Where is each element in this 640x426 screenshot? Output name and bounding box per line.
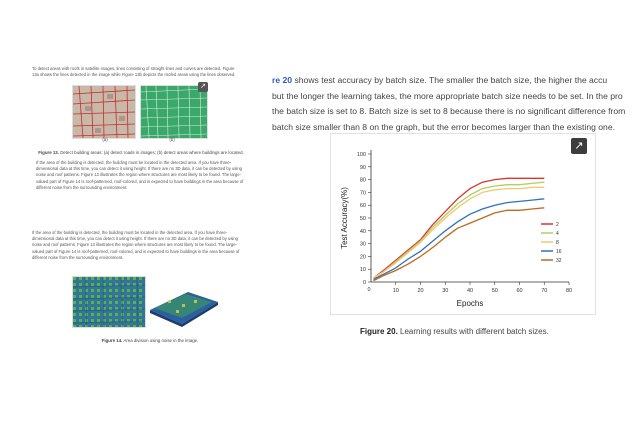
figure-20-caption-label: Figure 20. [360,327,398,336]
paragraph-line: different noise from the surrounding env… [36,184,128,190]
paragraph-line: noise and roof patterns. Figure 13 illus… [32,242,237,248]
y-tick-label: 10 [360,267,366,273]
article-line-text: batch size smaller than 8 on the graph, … [272,121,615,132]
y-tick-label: 30 [360,242,366,248]
figure-20-chart: 0 10 20 30 40 50 60 70 80 90 100 0 10 20 30 40 50 60 70 80 E… [340,150,572,308]
x-tick-label: 70 [541,288,547,294]
x-tick-label: 40 [467,288,473,294]
figure-13a-graphic [73,86,135,138]
y-tick-label: 40 [360,229,366,235]
external-link-button[interactable]: ↗ [198,82,208,92]
figure-13b-graphic [141,86,207,138]
intro-line: 13a shows the lines detected in the imag… [32,72,236,78]
figure-13-caption: Figure 13. Detect building areas: (a) de… [30,150,252,155]
figure-14b-image [148,280,220,328]
figure-14-caption: Figure 14. Area division using noise in … [60,338,240,343]
paragraph-line: valued part of Figure 14 is roof-pattern… [36,178,244,184]
paragraph-2: If the area of the building is detected,… [32,230,254,261]
x-tick-label: 60 [516,288,522,294]
figure-14-caption-label: Figure 14. [101,338,123,343]
external-link-icon: ↗ [574,140,584,152]
paragraph-line: dimensional data at this time, you can d… [32,236,239,242]
article-line: the batch size is set to 8. Batch size i… [272,104,640,120]
paragraph-line: dimensional data at this time, you can d… [36,166,243,172]
series-line-32 [373,207,545,282]
paragraph-line: noise and roof patterns. Figure 13 illus… [36,172,241,178]
article-line-text: shows test accuracy by batch size. The s… [292,75,608,85]
y-tick-label: 60 [360,203,366,209]
figure-20-link[interactable]: re 20 [272,75,293,85]
x-tick-label: 10 [393,288,399,294]
x-tick-label: 80 [566,288,572,294]
x-axis-label: Epochs [457,299,484,308]
figure-14b-graphic [150,292,218,327]
y-tick-label: 100 [357,152,366,158]
y-axis-label: Test Accuracy(%) [340,187,349,249]
article-paragraph: re 20 shows test accuracy by batch size.… [272,73,640,135]
article-line-text: the batch size is set to 8. Batch size i… [272,106,626,117]
figure-20-caption-text: Learning results with different batch si… [397,327,549,336]
figure-20-caption: Figure 20. Learning results with differe… [360,327,600,336]
figure-13-caption-text: Detect building areas: (a) detect roads … [60,150,244,155]
series-line-8 [373,186,545,279]
series-line-2 [373,177,545,279]
figure-13a-sublabel: (a) [102,137,108,142]
paragraph-line: If the area of the building is detected,… [32,230,228,235]
y-tick-label: 90 [360,165,366,171]
legend-label-32: 32 [556,258,562,264]
legend-label-8: 8 [556,240,559,246]
y-tick-label: 50 [360,216,366,222]
x-tick-label: 30 [442,288,448,294]
y-tick-label: 70 [360,190,366,196]
figure-14a-graphic [73,277,145,327]
figure-14-caption-text: Area division using noise in the image. [123,338,199,343]
legend-label-2: 2 [556,222,559,228]
article-line: but the longer the learning takes, the m… [272,89,640,105]
y-tick-label: 80 [360,178,366,184]
figure-20-container: ↗ 0 10 20 30 40 50 60 70 80 90 100 0 10 20 30 40 50 60 70 8… [330,133,596,315]
article-line: re 20 shows test accuracy by batch size.… [272,73,640,89]
figure-13a-image [72,85,136,139]
y-tick-label: 0 [363,280,366,286]
article-line: batch size smaller than 8 on the graph, … [272,120,640,136]
figure-13b-image [140,85,208,139]
legend-label-16: 16 [556,249,562,255]
external-link-icon: ↗ [200,83,206,90]
y-tick-label: 20 [360,254,366,260]
figure-20-expand-button[interactable]: ↗ [571,138,587,154]
intro-paragraph: To detect areas with roofs in satellite … [32,66,247,78]
paragraph-1: If the area of the building is detected,… [36,160,258,191]
figure-13-caption-label: Figure 13. [38,150,59,155]
series-line-4 [373,181,545,279]
intro-line: To detect areas with roofs in satellite … [32,66,235,71]
paragraph-line: If the area of the building is detected,… [36,160,232,165]
legend-label-4: 4 [556,231,559,237]
paragraph-line: valued part of Figure 14 is roof-pattern… [32,248,240,254]
paragraph-line: different noise from the surrounding env… [32,254,124,260]
x-tick-label: 50 [492,288,498,294]
series-line-16 [373,198,545,280]
x-tick-label: 20 [417,288,423,294]
x-tick-label: 0 [367,287,370,293]
article-line-text: but the longer the learning takes, the m… [272,90,623,101]
figure-13b-sublabel: (b) [169,137,175,142]
figure-14a-image [72,276,146,328]
